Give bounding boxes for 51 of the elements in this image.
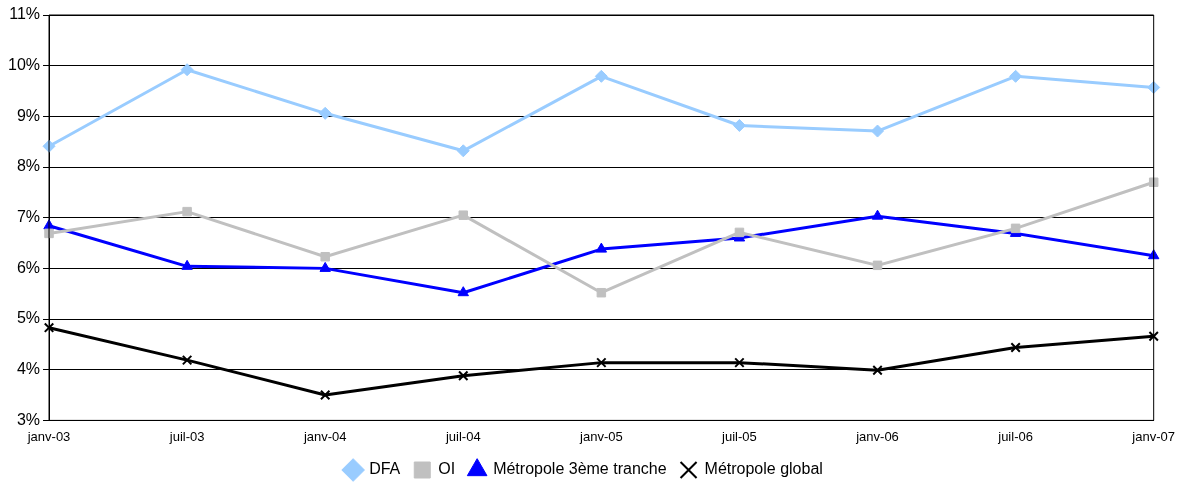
legend-label: Métropole 3ème tranche (493, 460, 667, 478)
legend-label: Métropole global (704, 460, 823, 478)
point (43, 322, 55, 333)
x-tick-label: juil-03 (168, 428, 205, 444)
x-tick-label: janv-03 (26, 428, 71, 444)
x-tick-label: janv-07 (1131, 428, 1175, 444)
point (458, 370, 469, 382)
point (596, 287, 607, 298)
point (319, 389, 331, 401)
legend-label: DFA (369, 460, 401, 478)
x-tick-label: janv-06 (855, 428, 899, 444)
point (456, 144, 470, 158)
point (1147, 80, 1161, 94)
x-tick-label: juil-06 (997, 428, 1033, 444)
x-tick-label: janv-04 (302, 428, 347, 444)
point (181, 354, 193, 366)
y-tick-label: 7% (16, 208, 41, 226)
point (732, 118, 746, 132)
point (596, 357, 607, 368)
point (734, 227, 745, 238)
point (734, 357, 745, 368)
point (182, 206, 192, 217)
point (871, 209, 884, 220)
y-tick-label: 4% (16, 360, 41, 378)
point (595, 242, 608, 253)
legend-label: OI (438, 460, 456, 478)
point (871, 124, 885, 138)
point (319, 261, 331, 272)
point (181, 259, 193, 270)
x-tick-label: juil-05 (721, 428, 757, 444)
point (1009, 69, 1023, 83)
point (872, 260, 883, 271)
y-tick-label: 5% (16, 309, 41, 327)
point (180, 63, 194, 77)
y-tick-label: 9% (16, 106, 41, 124)
point (594, 69, 608, 83)
point (1010, 342, 1021, 353)
y-tick-label: 10% (7, 56, 41, 74)
y-tick-label: 11% (9, 5, 41, 23)
point (457, 286, 469, 297)
point (1148, 177, 1159, 187)
point (318, 106, 332, 120)
point (320, 251, 330, 262)
y-tick-label: 8% (16, 157, 41, 175)
point (872, 364, 883, 376)
y-tick-label: 3% (16, 410, 41, 428)
x-tick-label: janv-05 (579, 428, 623, 444)
point (458, 210, 469, 220)
y-tick-label: 6% (16, 258, 41, 276)
point (1148, 331, 1159, 342)
x-tick-label: juil-04 (444, 428, 481, 444)
